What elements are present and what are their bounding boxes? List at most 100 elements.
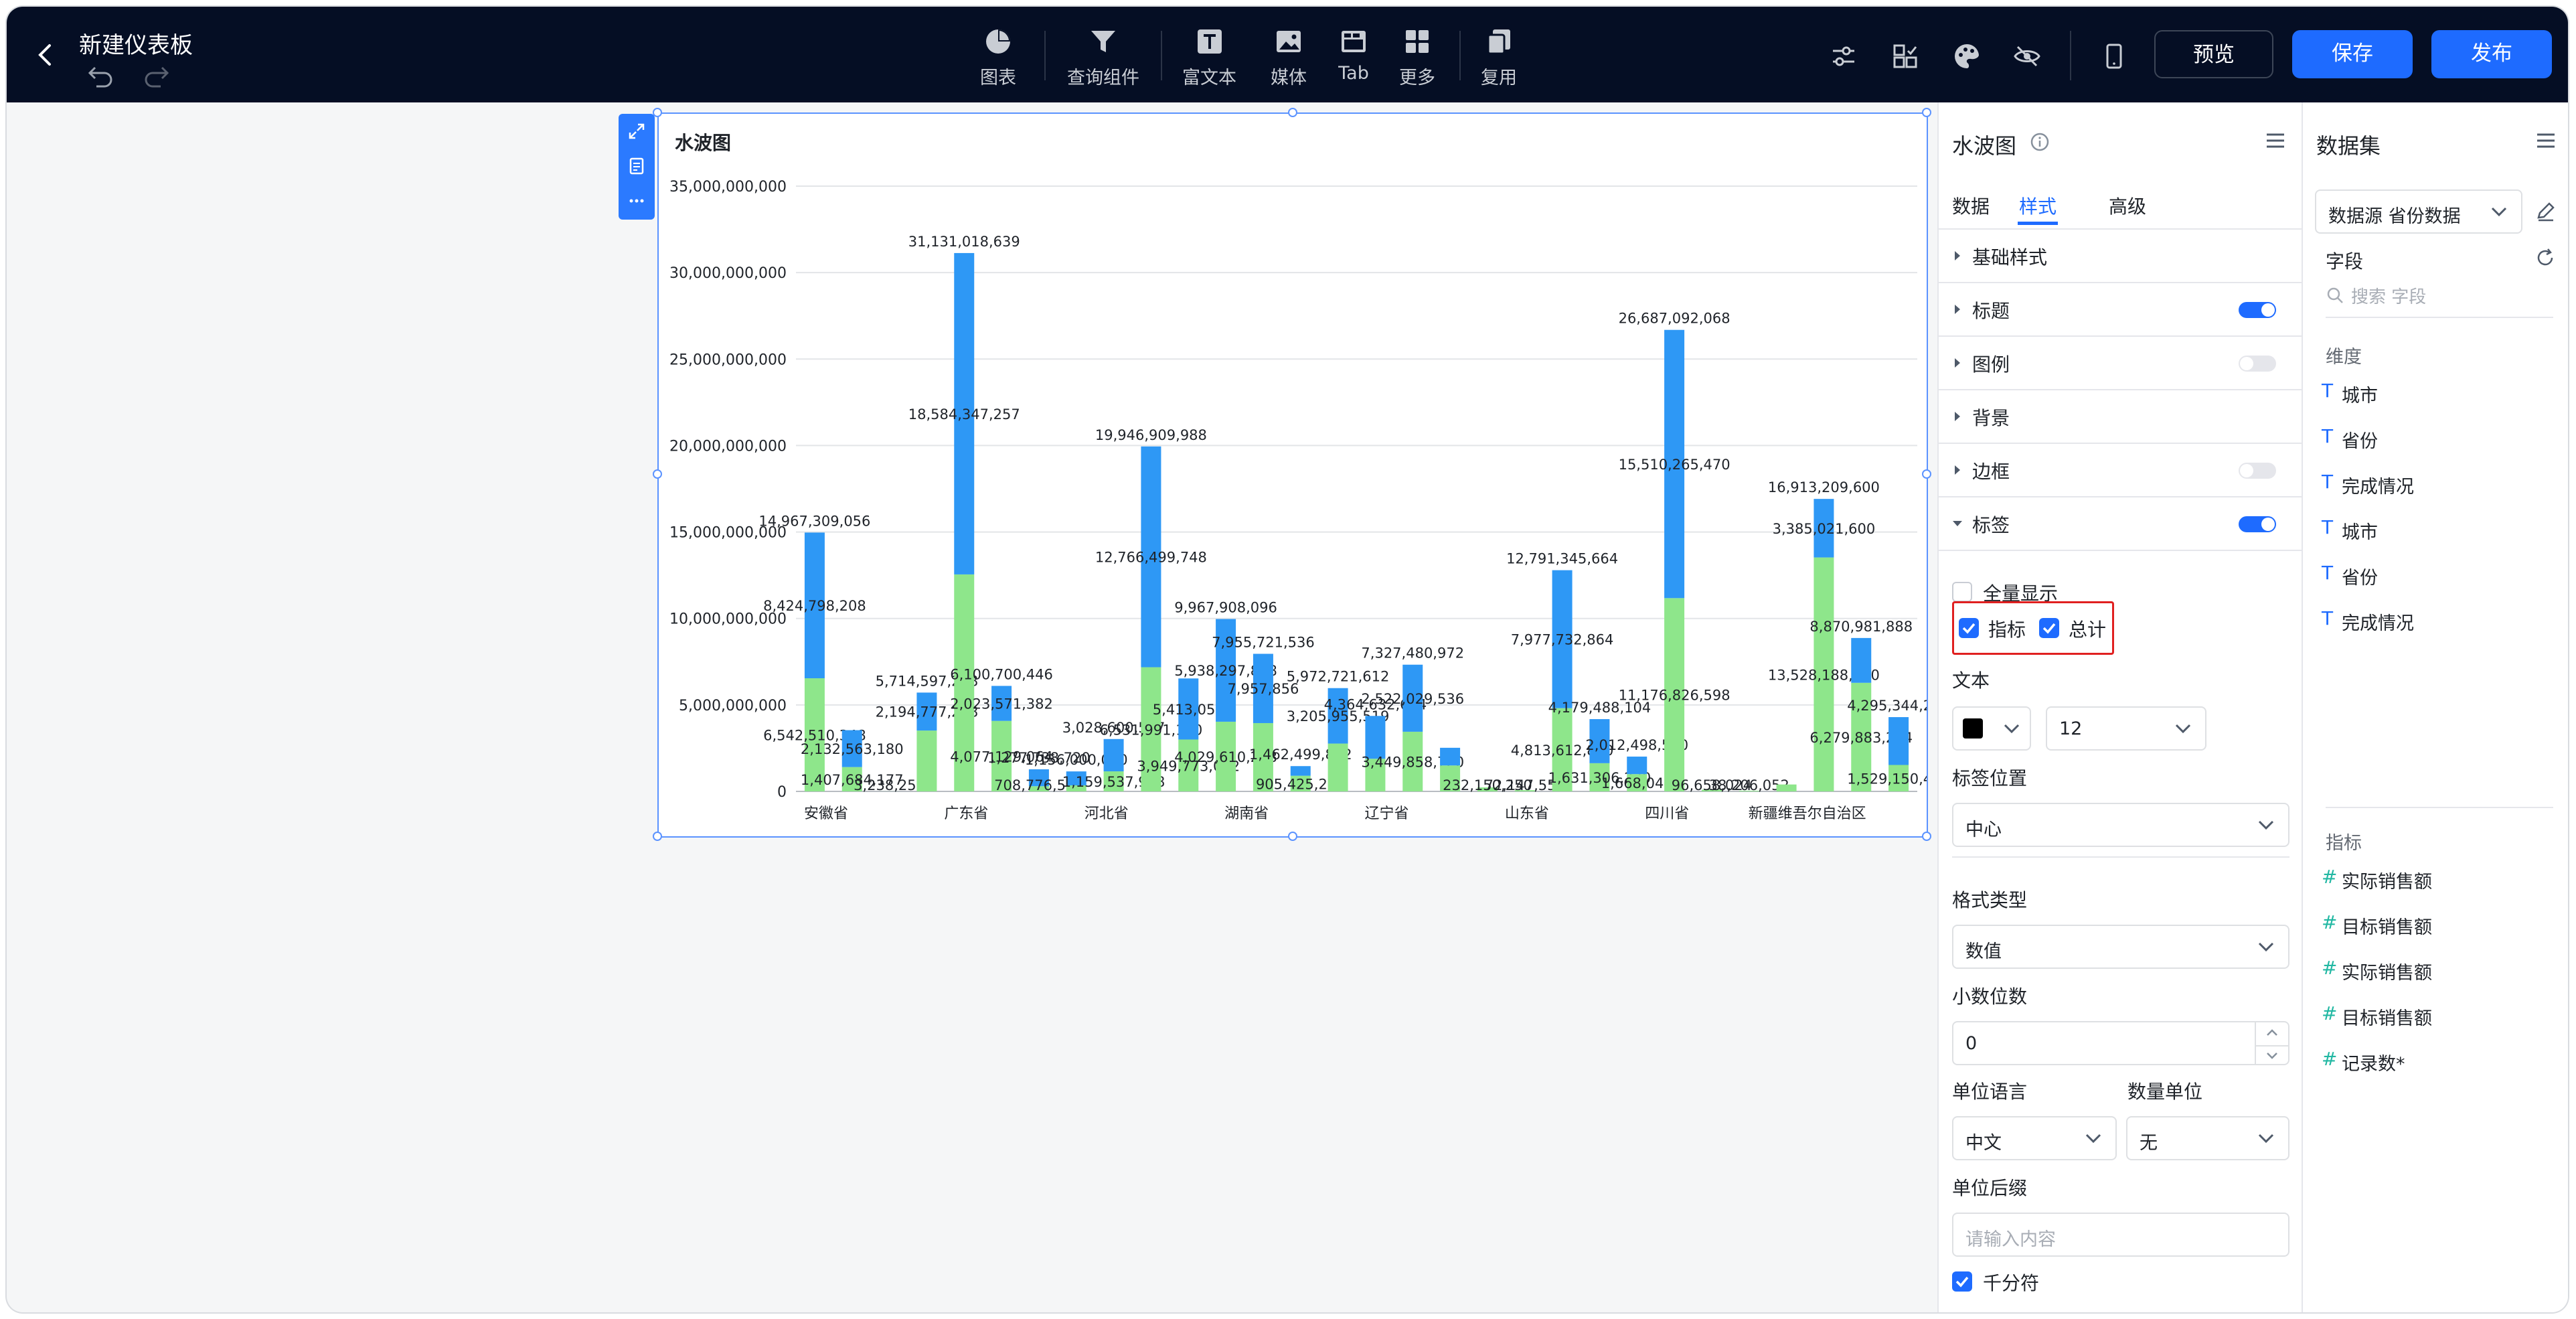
section-legend[interactable]: 图例 [1939,337,2302,390]
fields-label: 字段 [2326,250,2364,273]
label-toggle[interactable] [2239,516,2276,532]
toolbar-media[interactable]: 媒体 [1271,25,1307,89]
dashboard-title[interactable]: 新建仪表板 [79,32,193,59]
unit-language-select[interactable]: 中文 [1952,1116,2117,1160]
number-type-icon: # [2322,1002,2338,1024]
resize-handle[interactable] [1922,469,1931,479]
preview-button[interactable]: 预览 [2154,30,2273,78]
bar-segment-green [1402,731,1423,791]
bar-segment-blue [1028,769,1049,787]
mobile-icon[interactable] [2099,42,2129,71]
dimension-field[interactable]: 省份 [2342,431,2378,452]
bar-segment-green [1290,775,1311,791]
metric-checkbox[interactable] [1959,618,1979,638]
metric-field[interactable]: 记录数* [2342,1054,2405,1075]
title-toggle[interactable] [2239,302,2276,318]
toolbar-chart[interactable]: 图表 [980,25,1016,89]
save-button[interactable]: 保存 [2292,30,2413,78]
layout-icon[interactable] [1890,42,1920,71]
thousands-separator-checkbox[interactable] [1952,1271,1972,1292]
unit-suffix-input[interactable]: 请输入内容 [1952,1213,2289,1257]
field-search-input[interactable]: 搜索 字段 [2351,287,2427,307]
info-icon[interactable] [2030,132,2050,152]
resize-handle[interactable] [1288,108,1297,117]
back-arrow-icon[interactable] [32,42,59,68]
datasource-select[interactable]: 数据源 省份数据 [2315,189,2522,234]
metric-field[interactable]: 目标销售额 [2342,1008,2432,1029]
resize-handle[interactable] [653,108,662,117]
data-label-total: 7,327,480,972 [1361,645,1464,662]
section-title[interactable]: 标题 [1939,283,2302,337]
menu-icon[interactable] [2264,131,2287,151]
show-all-checkbox[interactable] [1952,582,1972,602]
thousands-separator-label: 千分符 [1983,1272,2040,1294]
menu-icon[interactable] [2534,131,2557,151]
data-label-total: 19,946,909,988 [1095,427,1207,443]
quantity-unit-select[interactable]: 无 [2126,1116,2289,1160]
dimension-field[interactable]: 省份 [2342,568,2378,589]
tab-style[interactable]: 样式 [2019,196,2057,218]
bar-segment-green [1440,765,1461,791]
toolbar-query[interactable]: 查询组件 [1067,25,1139,89]
expand-icon[interactable] [627,122,646,141]
more-icon[interactable] [627,191,646,210]
section-basic-style[interactable]: 基础样式 [1939,230,2302,283]
section-background[interactable]: 背景 [1939,390,2302,444]
section-label[interactable]: 标签 [1939,497,2302,551]
resize-handle[interactable] [1922,108,1931,117]
data-label-blue: 7,977,732,864 [1511,632,1614,648]
stepper-buttons[interactable] [2255,1022,2288,1064]
metric-field[interactable]: 实际销售额 [2342,963,2432,984]
resize-handle[interactable] [1922,832,1931,841]
dimension-field[interactable]: 城市 [2342,386,2378,406]
decimals-stepper[interactable]: 0 [1952,1021,2289,1065]
chevron-down-icon [2258,942,2274,952]
section-border[interactable]: 边框 [1939,444,2302,497]
x-tick-label: 四川省 [1645,805,1689,822]
border-toggle[interactable] [2239,463,2276,479]
dimension-field[interactable]: 城市 [2342,522,2378,543]
undo-icon[interactable] [86,64,115,88]
metric-field[interactable]: 实际销售额 [2342,872,2432,893]
redo-icon[interactable] [142,64,171,88]
font-color-picker[interactable] [1952,706,2031,751]
legend-toggle[interactable] [2239,356,2276,372]
chevron-up-icon[interactable] [2256,1022,2288,1042]
bar-segment-green [954,574,975,791]
toolbar-more[interactable]: 更多 [1399,25,1435,89]
caret-right-icon [1955,305,1960,314]
chart-style-panel: 水波图 数据 样式 高级 基础样式 标题 图例 [1937,102,2302,1312]
refresh-icon[interactable] [2534,247,2556,268]
copy-icon [1487,29,1510,55]
sliders-icon[interactable] [1829,42,1858,71]
total-checkbox[interactable] [2039,618,2059,638]
toolbar-reuse[interactable]: 复用 [1481,25,1517,89]
caret-right-icon [1955,465,1960,475]
dimension-field[interactable]: 完成情况 [2342,613,2414,634]
label-position-select[interactable]: 中心 [1952,803,2289,847]
theme-palette-icon[interactable] [1952,42,1982,71]
tab-data[interactable]: 数据 [1952,196,1990,218]
toolbar-tab[interactable]: Tab [1338,25,1370,84]
resize-handle[interactable] [1288,832,1297,841]
chevron-down-icon[interactable] [2256,1046,2288,1067]
resize-handle[interactable] [653,469,662,479]
bar-segment-green [1365,759,1386,791]
bar-segment-green [1216,721,1236,791]
metric-field[interactable]: 目标销售额 [2342,917,2432,938]
font-size-select[interactable]: 12 [2046,706,2206,751]
resize-handle[interactable] [653,832,662,841]
details-icon[interactable] [627,157,646,175]
eye-off-icon[interactable] [2012,42,2042,71]
bar-segment-green [1851,682,1872,791]
chart-component[interactable]: 水波图 0 5,000,000,000 10,000,000,000 15,000,0… [653,108,1931,841]
app-window: 新建仪表板 图表 查询组件 [7,7,2568,1312]
data-label-blue: 2,132,563,180 [801,741,904,757]
toolbar-rich-text[interactable]: 富文本 [1182,25,1236,89]
data-label-total: 6,100,700,446 [950,666,1053,682]
publish-button[interactable]: 发布 [2431,30,2552,78]
edit-icon[interactable] [2534,200,2557,223]
dimension-field[interactable]: 完成情况 [2342,477,2414,497]
format-type-select[interactable]: 数值 [1952,925,2289,969]
tab-advanced[interactable]: 高级 [2109,196,2147,218]
